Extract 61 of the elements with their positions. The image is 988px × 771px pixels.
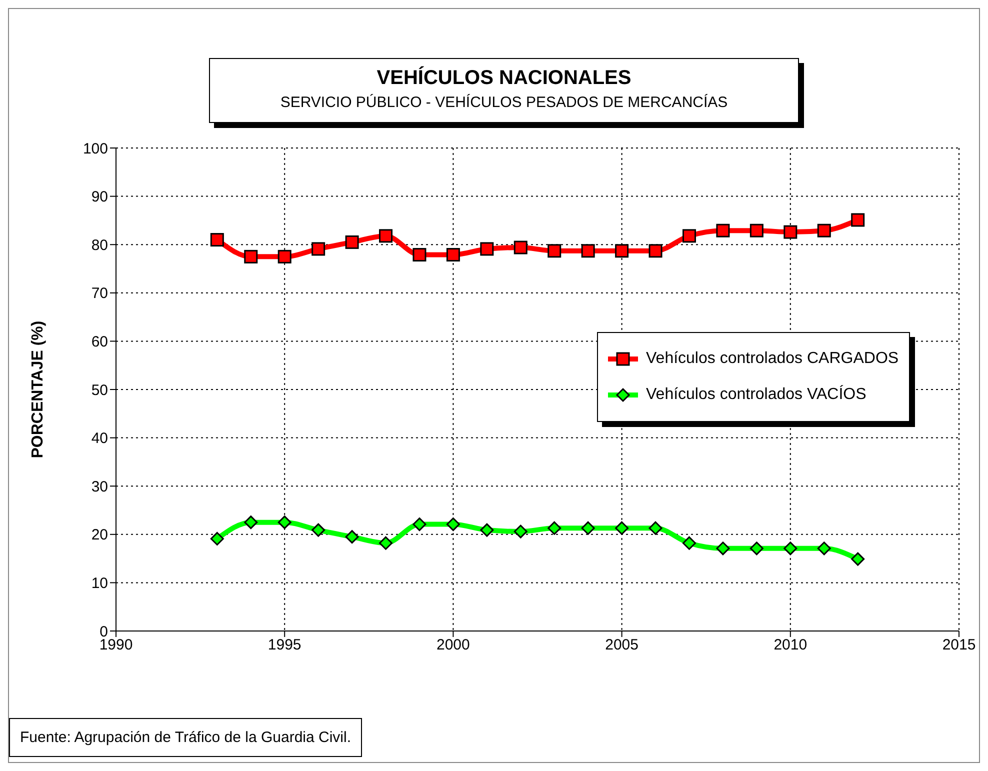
point [851, 213, 865, 227]
x-tick-label: 2010 [774, 636, 808, 654]
point [784, 225, 798, 239]
y-tick-label: 40 [91, 430, 108, 448]
source-note: Fuente: Agrupación de Tráfico de la Guardia Civil. [9, 718, 362, 757]
point [716, 542, 730, 556]
point [615, 244, 629, 258]
point [480, 242, 494, 256]
point [648, 521, 662, 535]
point [581, 244, 595, 258]
point [750, 224, 764, 238]
y-tick-label: 60 [91, 334, 108, 351]
point [682, 536, 696, 550]
point [581, 521, 595, 535]
point [716, 224, 730, 238]
x-tick-label: 2000 [436, 636, 470, 654]
point [379, 536, 393, 550]
point [278, 516, 292, 530]
point [312, 523, 326, 537]
y-tick-label: 50 [91, 382, 108, 399]
point [784, 542, 798, 556]
y-tick-label: 90 [91, 188, 108, 206]
point [244, 250, 258, 264]
point [817, 224, 831, 238]
y-tick-label: 100 [82, 140, 108, 158]
point [480, 523, 494, 537]
point [682, 229, 696, 243]
point [648, 244, 662, 258]
y-tick-label: 10 [91, 575, 108, 592]
y-tick-label: 70 [91, 285, 108, 302]
point [412, 518, 426, 532]
chart-title: VEHÍCULOS NACIONALES [376, 67, 632, 90]
point [851, 552, 865, 566]
y-axis-title: PORCENTAJE (%) [30, 320, 47, 458]
point [817, 542, 831, 556]
point [244, 516, 258, 530]
point [446, 518, 460, 532]
y-tick-label: 80 [91, 236, 108, 254]
y-tick-label: 30 [91, 478, 108, 496]
point [548, 244, 562, 258]
chart-subtitle: SERVICIO PÚBLICO - VEHÍCULOS PESADOS DE MERCANCÍAS [279, 94, 729, 111]
point [210, 233, 224, 247]
point [548, 521, 562, 535]
point [210, 532, 224, 546]
point [446, 248, 460, 262]
point [345, 235, 359, 249]
point [615, 521, 629, 535]
legend-label: Vehículos controlados CARGADOS [646, 350, 899, 368]
x-tick-label: 2005 [605, 636, 638, 654]
point [312, 242, 326, 256]
point [514, 524, 528, 538]
x-tick-label: 1995 [268, 636, 302, 654]
point [750, 542, 764, 556]
y-tick-label: 20 [91, 526, 108, 544]
point [345, 530, 359, 544]
legend-label: Vehículos controlados VACÍOS [646, 386, 866, 404]
point [379, 229, 393, 243]
x-tick-label: 2015 [942, 636, 976, 654]
point [514, 240, 528, 254]
point [278, 250, 292, 264]
point [412, 248, 426, 262]
